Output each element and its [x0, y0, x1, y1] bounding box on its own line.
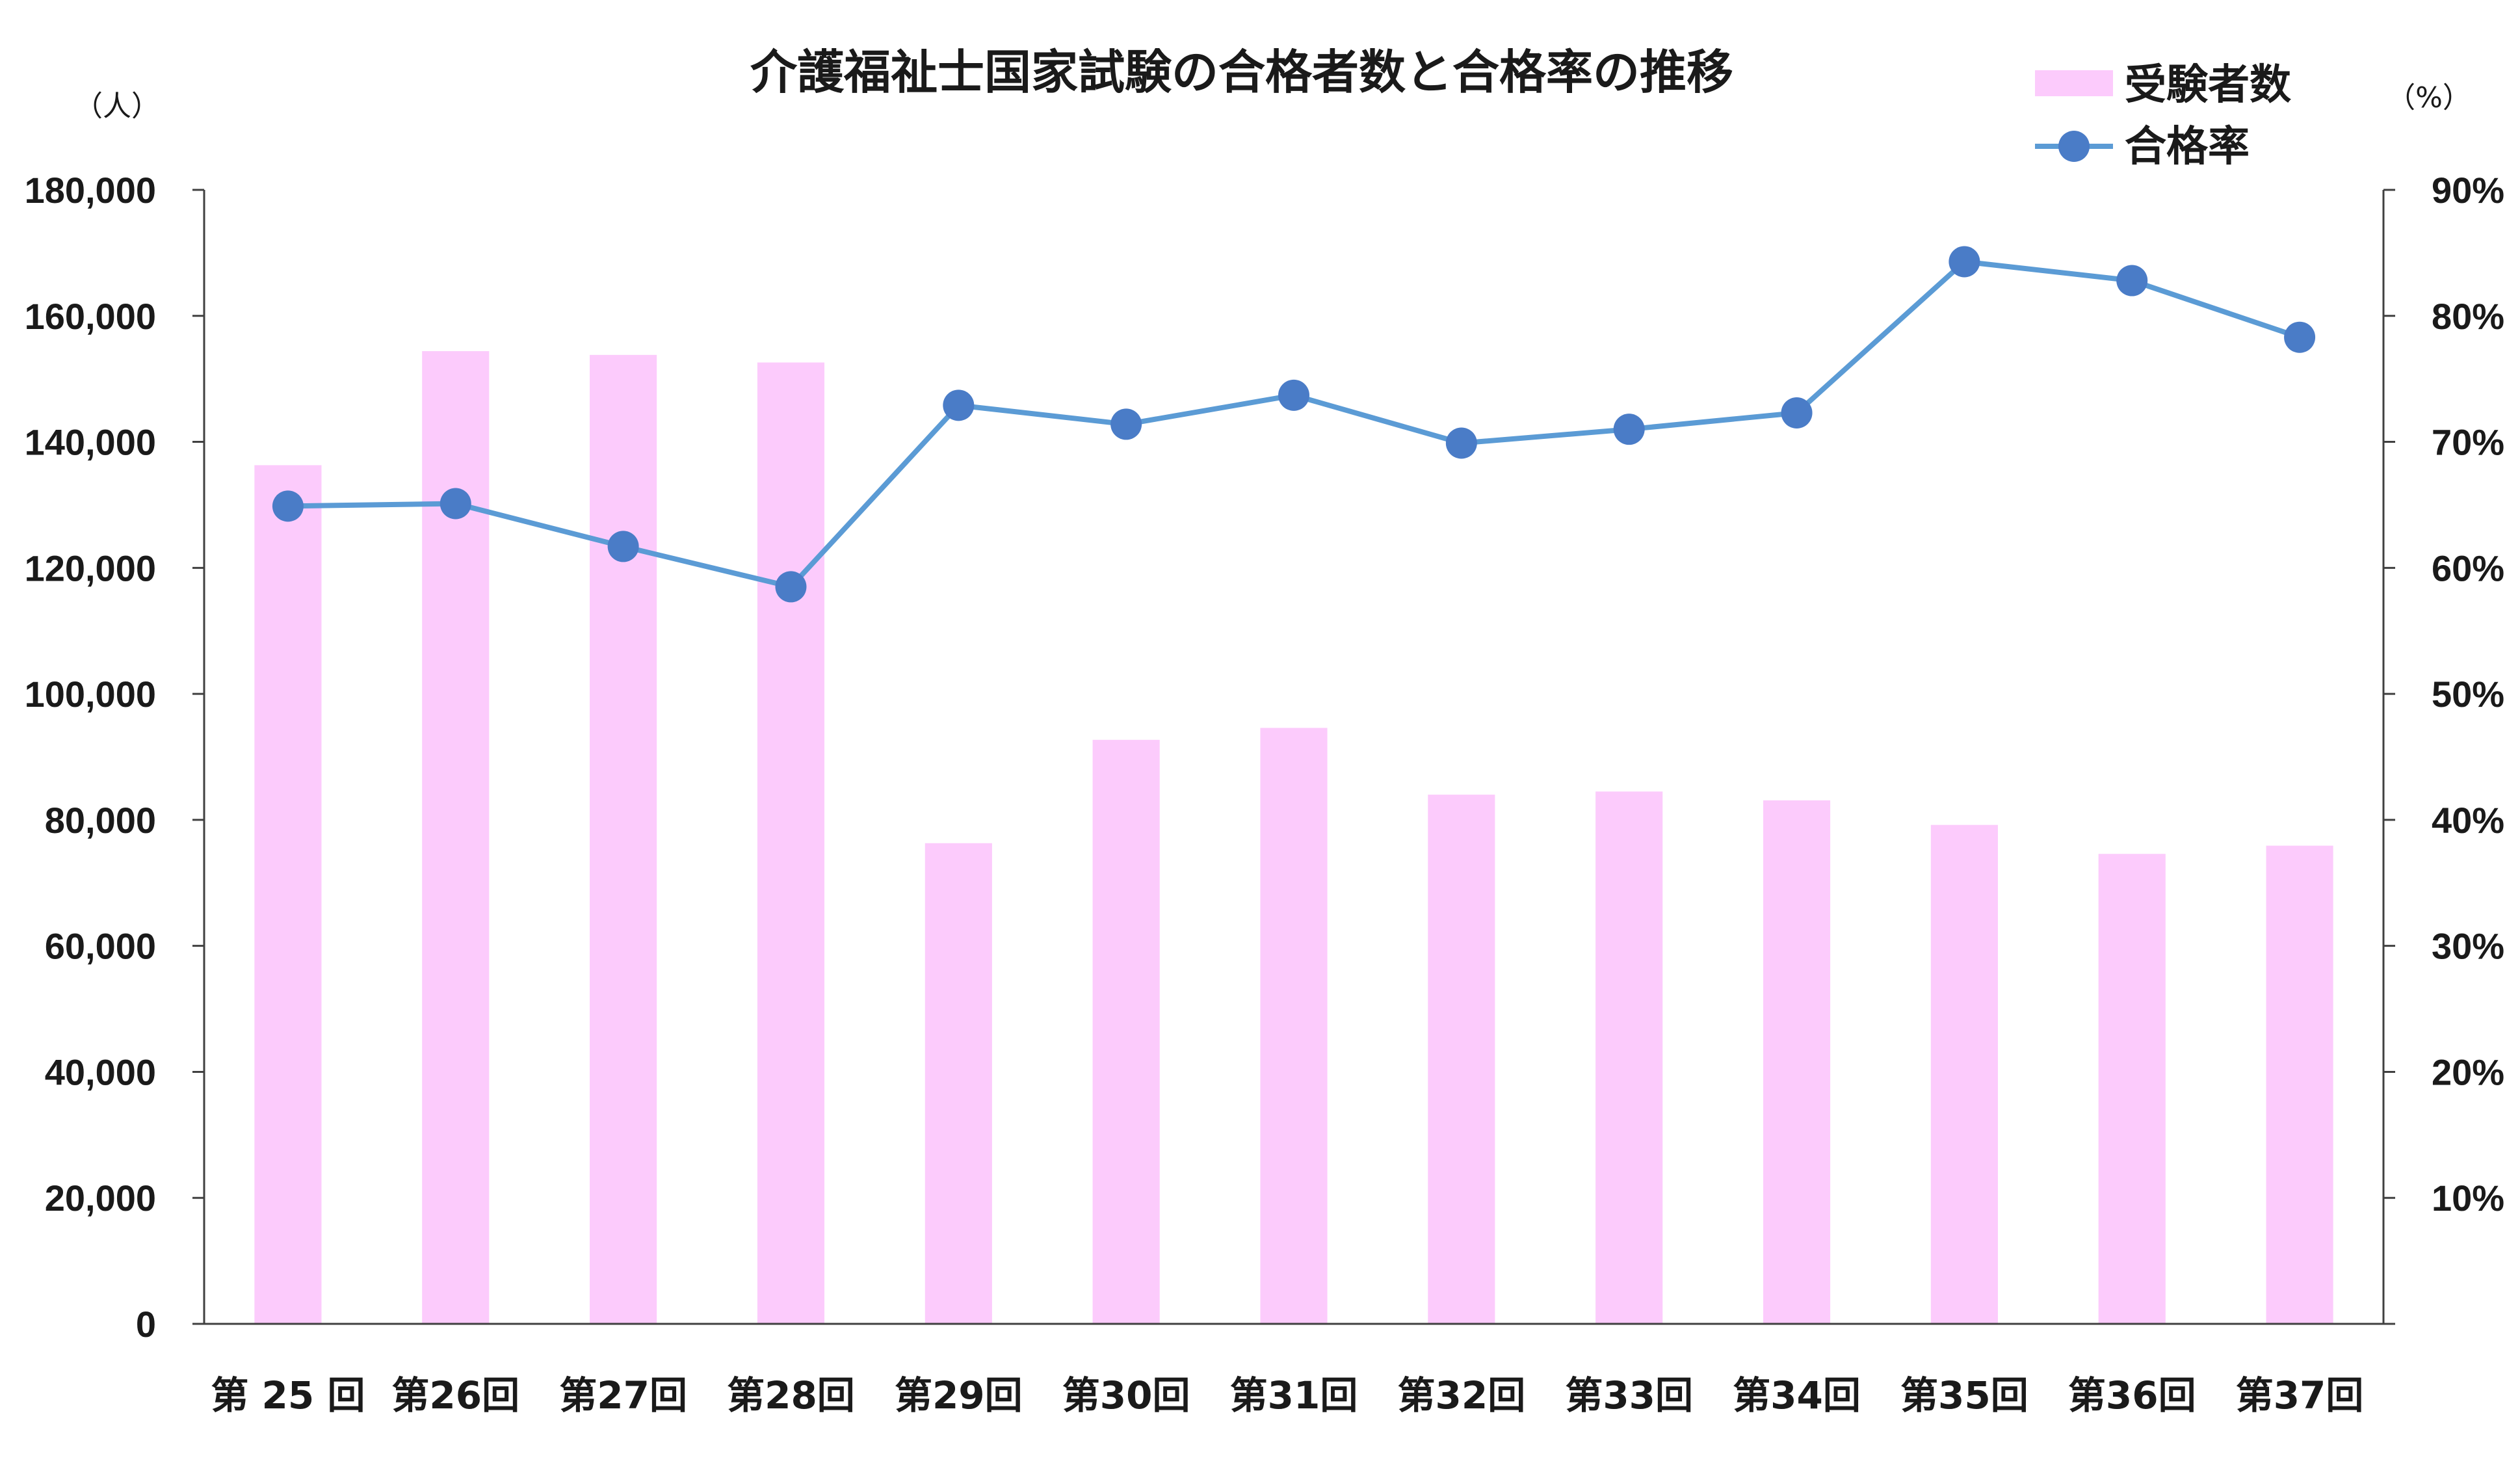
left-axis-tick-label: 180,000: [25, 170, 156, 211]
rate-point: [1110, 408, 1142, 440]
rate-point: [2116, 265, 2148, 297]
x-axis-category-label: 第35回: [1900, 1373, 2028, 1417]
rate-point: [1781, 397, 1813, 428]
rate-point: [440, 488, 471, 520]
rate-point: [1613, 414, 1645, 445]
left-axis-tick-label: 140,000: [25, 422, 156, 463]
right-axis-unit: （%）: [2387, 81, 2471, 114]
rate-point: [943, 389, 975, 421]
x-axis-category-label: 第28回: [727, 1373, 855, 1417]
rate-point: [607, 531, 639, 562]
bar: [254, 465, 322, 1324]
left-axis-tick-label: 100,000: [25, 674, 156, 715]
right-axis-tick-label: 30%: [2432, 926, 2504, 967]
x-axis-category-label: 第32回: [1397, 1373, 1525, 1417]
x-axis-category-label: 第31回: [1230, 1373, 1358, 1417]
rate-point: [775, 571, 807, 603]
x-axis-category-label: 第34回: [1733, 1373, 1861, 1417]
right-axis-tick-label: 70%: [2432, 422, 2504, 463]
chart-title: 介護福祉士国家試験の合格者数と合格率の推移: [750, 45, 1733, 99]
bar: [2098, 854, 2166, 1324]
x-axis-category-label: 第30回: [1062, 1373, 1190, 1417]
left-axis-tick-label: 20,000: [45, 1178, 156, 1219]
bar: [1260, 728, 1328, 1324]
bar: [1595, 791, 1663, 1324]
left-axis: 0 20,000 40,000 60,000 80,000 100,000 120,000 1…: [25, 170, 205, 1345]
rate-point: [2284, 321, 2316, 353]
x-axis-category-label: 第 25 回: [211, 1373, 365, 1417]
x-axis-category-label: 第37回: [2236, 1373, 2364, 1417]
right-axis-tick-label: 60%: [2432, 547, 2504, 588]
left-axis-tick-label: 120,000: [25, 547, 156, 588]
right-axis-tick-label: 40%: [2432, 800, 2504, 841]
bar: [757, 362, 825, 1324]
bar: [2266, 845, 2333, 1324]
left-axis-tick-label: 40,000: [45, 1051, 156, 1092]
right-axis-tick-label: 80%: [2432, 296, 2504, 337]
rate-point: [1949, 246, 1980, 278]
left-axis-tick-label: 0: [136, 1304, 156, 1345]
x-axis-category-label: 第33回: [1565, 1373, 1693, 1417]
legend-bar-label: 受験者数: [2125, 61, 2291, 109]
bar-series: [254, 351, 2333, 1324]
bar: [1930, 824, 1998, 1324]
x-axis-category-label: 第29回: [895, 1373, 1023, 1417]
legend-bar-swatch: [2035, 70, 2113, 96]
bar: [590, 354, 657, 1324]
bar: [1428, 795, 1495, 1324]
x-axis: 第 25 回第26回 第27回 第28回 第29回 第30回 第31回 第32回 第33回 第3…: [204, 1323, 2383, 1417]
left-axis-unit: （人）: [74, 90, 160, 123]
left-axis-tick-label: 80,000: [45, 800, 156, 841]
right-axis-tick-label: 10%: [2432, 1178, 2504, 1219]
bar: [1092, 739, 1160, 1324]
legend-line-label: 合格率: [2125, 123, 2250, 171]
right-axis-tick-label: 20%: [2432, 1051, 2504, 1092]
right-axis-tick-label: 50%: [2432, 674, 2504, 715]
bar: [1763, 800, 1831, 1324]
right-axis-tick-label: 90%: [2432, 170, 2504, 211]
x-axis-category-label: 第36回: [2068, 1373, 2196, 1417]
line-series: [272, 246, 2316, 603]
left-axis-tick-label: 160,000: [25, 296, 156, 337]
rate-point: [1445, 427, 1477, 459]
legend: 受験者数 合格率: [2035, 61, 2291, 171]
right-axis: 10% 20% 30% 40% 50% 60% 70% 80% 90%: [2382, 170, 2504, 1325]
legend-line-marker: [2058, 131, 2090, 162]
rate-point: [1278, 379, 1309, 411]
x-axis-category-label: 第27回: [559, 1373, 687, 1417]
x-axis-category-label: 第26回: [391, 1373, 519, 1417]
bar: [925, 843, 992, 1324]
left-axis-tick-label: 60,000: [45, 926, 156, 967]
rate-point: [272, 490, 304, 522]
